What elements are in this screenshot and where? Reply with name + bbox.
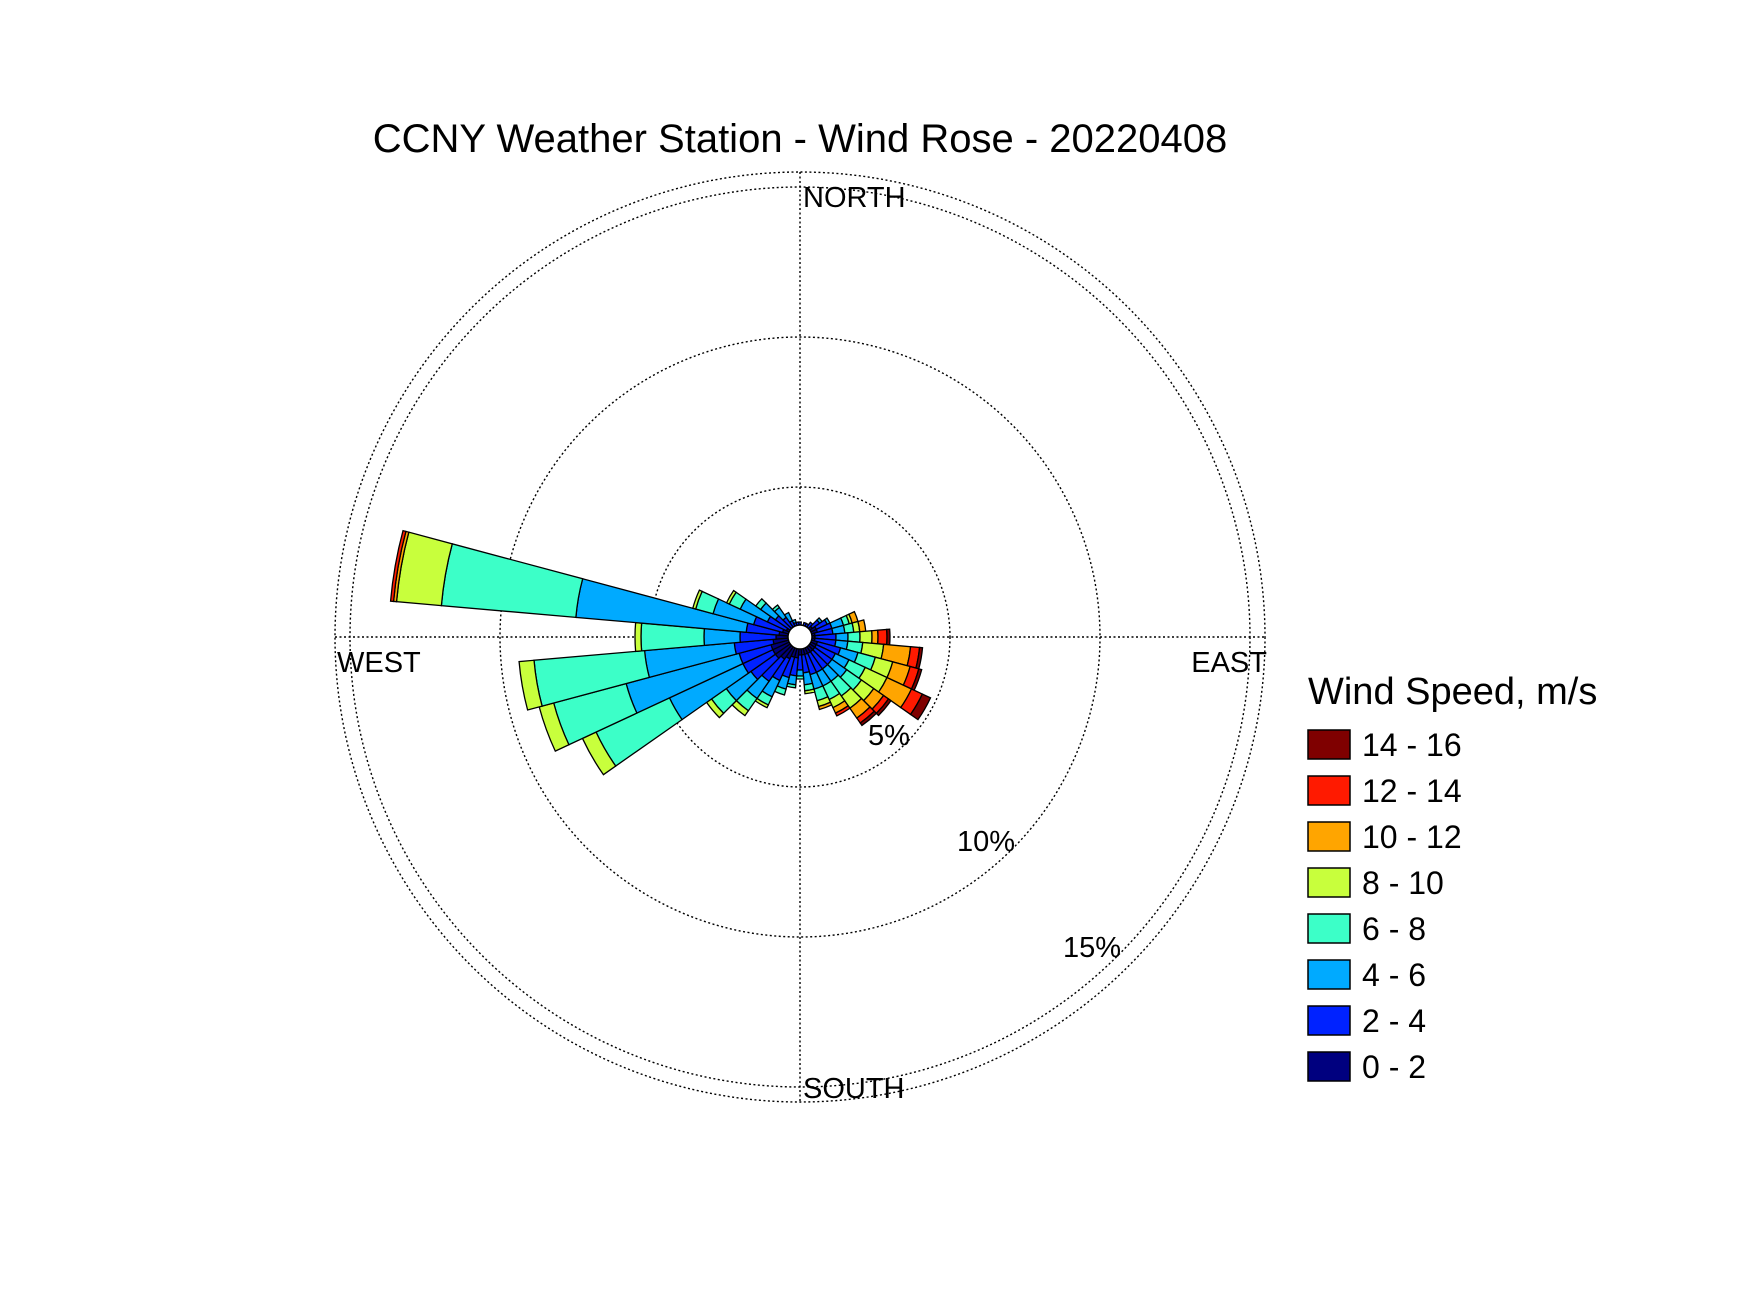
legend-label: 4 - 6 xyxy=(1362,957,1426,993)
sector-160-bin-5 xyxy=(817,701,833,711)
sector-90-bin-6 xyxy=(876,628,888,646)
sector-120-bin-7 xyxy=(909,693,932,721)
ring-label-15: 15% xyxy=(1063,932,1121,964)
legend-swatch xyxy=(1307,1051,1351,1082)
direction-label-east: EAST xyxy=(1191,647,1267,679)
sector-80-bin-5 xyxy=(857,619,867,633)
center-hole xyxy=(787,624,813,650)
legend-label: 2 - 4 xyxy=(1362,1003,1426,1039)
direction-label-north: NORTH xyxy=(803,182,906,214)
sector-170-bin-4 xyxy=(804,688,816,695)
legend-swatch xyxy=(1307,913,1351,944)
sector-270-bin-4 xyxy=(634,621,643,653)
legend-label: 10 - 12 xyxy=(1362,819,1462,855)
chart-title: CCNY Weather Station - Wind Rose - 20220… xyxy=(373,117,1228,161)
legend-label: 12 - 14 xyxy=(1362,773,1462,809)
sector-190-bin-3 xyxy=(786,682,797,689)
direction-label-south: SOUTH xyxy=(803,1073,905,1105)
sector-90-bin-4 xyxy=(859,630,873,644)
legend-label: 14 - 16 xyxy=(1362,727,1462,763)
sector-310-bin-3 xyxy=(754,597,767,611)
legend-swatch xyxy=(1307,867,1351,898)
legend: Wind Speed, m/s 14 - 16 12 - 14 10 - 12 8 -… xyxy=(1307,671,1597,1085)
grid-ring xyxy=(334,171,1266,1103)
sector-130-bin-7 xyxy=(875,698,892,717)
legend-swatch xyxy=(1307,1005,1351,1036)
sector-140-bin-7 xyxy=(859,710,878,727)
wind-sectors xyxy=(389,529,932,776)
ring-label-5: 5% xyxy=(868,720,910,752)
legend-label: 0 - 2 xyxy=(1362,1049,1426,1085)
legend-swatch xyxy=(1307,821,1351,852)
legend-swatch xyxy=(1307,729,1351,760)
sector-340-bin-2 xyxy=(791,618,797,625)
sector-260-bin-4 xyxy=(518,659,543,711)
sector-90-bin-5 xyxy=(871,629,879,645)
ring-label-10: 10% xyxy=(957,826,1015,858)
sector-290-bin-4 xyxy=(691,589,703,610)
direction-label-west: WEST xyxy=(337,647,421,679)
sector-280-bin-6 xyxy=(389,529,407,603)
sector-150-bin-6 xyxy=(834,704,851,717)
legend-label: 6 - 8 xyxy=(1362,911,1426,947)
sector-180-bin-3 xyxy=(795,675,805,680)
legend-title: Wind Speed, m/s xyxy=(1308,671,1597,713)
legend-swatch xyxy=(1307,959,1351,990)
sector-300-bin-4 xyxy=(725,589,738,605)
sector-90-bin-3 xyxy=(847,631,861,643)
sector-280-bin-3 xyxy=(440,543,584,619)
sector-330-bin-2 xyxy=(783,611,794,624)
sector-90-bin-7 xyxy=(885,628,891,646)
sector-320-bin-3 xyxy=(771,604,781,613)
legend-swatch xyxy=(1307,775,1351,806)
legend-label: 8 - 10 xyxy=(1362,865,1444,901)
